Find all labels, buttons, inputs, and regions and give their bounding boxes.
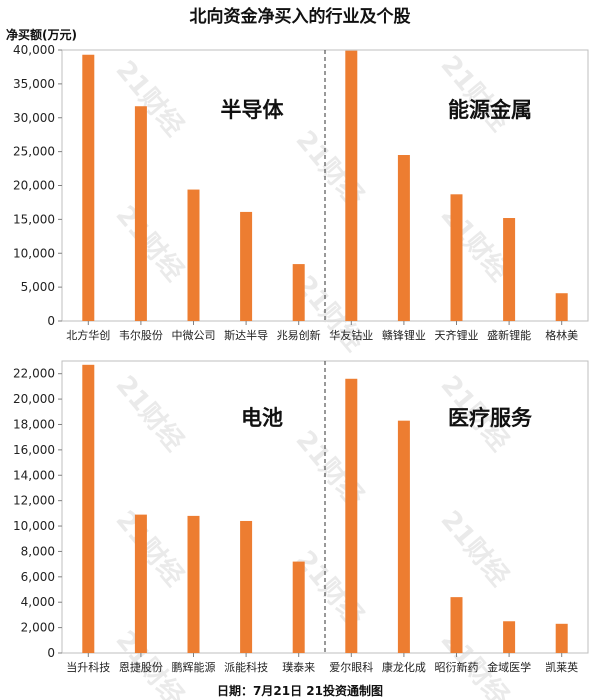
x-tick-label-1-0: 当升科技 [66, 660, 110, 674]
group-label-1-0: 电池 [241, 406, 283, 430]
watermark-0-1: 21财经 [290, 125, 370, 212]
watermark-1-0: 21财经 [110, 370, 190, 457]
y-tick-label-1-0: 0 [47, 646, 55, 660]
x-tick-label-1-2: 鹏辉能源 [172, 660, 216, 674]
bar-1-7 [450, 597, 463, 653]
bar-0-3 [240, 211, 253, 321]
bar-0-5 [345, 50, 358, 322]
y-tick-label-1-3: 6,000 [21, 570, 55, 584]
bar-0-6 [397, 155, 410, 321]
bar-1-2 [187, 515, 200, 653]
bar-0-2 [187, 189, 200, 321]
y-tick-label-0-4: 20,000 [13, 179, 55, 193]
bar-0-8 [503, 218, 516, 321]
y-tick-label-1-1: 2,000 [21, 621, 55, 635]
x-tick-label-0-7: 天齐锂业 [435, 328, 479, 342]
x-tick-label-1-4: 璞泰来 [282, 660, 315, 674]
watermark-1-1: 21财经 [290, 425, 370, 512]
x-tick-label-0-9: 格林美 [545, 328, 578, 342]
bar-1-3 [240, 520, 253, 653]
watermark-0-3: 21财经 [110, 200, 190, 287]
bar-1-5 [345, 378, 358, 653]
y-tick-label-1-5: 10,000 [13, 519, 55, 533]
bar-0-0 [82, 54, 95, 322]
watermark-0-0: 21财经 [110, 55, 190, 142]
bar-1-4 [292, 561, 305, 653]
y-tick-label-0-3: 15,000 [13, 212, 55, 226]
x-tick-label-1-7: 昭衍新药 [435, 660, 479, 674]
x-tick-label-0-0: 北方华创 [66, 328, 110, 342]
x-tick-label-1-6: 康龙化成 [382, 660, 426, 674]
y-tick-label-1-11: 22,000 [13, 367, 55, 381]
group-label-1-1: 医疗服务 [448, 406, 533, 430]
y-tick-label-1-7: 14,000 [13, 468, 55, 482]
y-tick-label-0-5: 25,000 [13, 145, 55, 159]
group-label-0-0: 半导体 [221, 98, 285, 122]
chart-footer: 日期：7月21日 21投资通制图 [217, 684, 383, 698]
bar-0-4 [292, 264, 305, 321]
chart-title: 北向资金净买入的行业及个股 [189, 7, 411, 27]
watermark-0-2: 21财经 [435, 50, 515, 137]
y-tick-label-1-8: 16,000 [13, 443, 55, 457]
x-tick-label-0-2: 中微公司 [172, 328, 216, 342]
x-tick-label-0-1: 韦尔股份 [119, 329, 163, 342]
y-tick-label-0-6: 30,000 [13, 111, 55, 125]
x-tick-label-0-8: 盛新锂能 [487, 328, 531, 342]
bar-0-7 [450, 194, 463, 321]
x-tick-label-1-5: 爱尔眼科 [329, 660, 373, 674]
watermark-1-3: 21财经 [110, 505, 190, 592]
y-tick-label-0-0: 0 [47, 314, 55, 328]
x-tick-label-1-9: 凯莱英 [545, 660, 578, 674]
y-tick-label-0-2: 10,000 [13, 246, 55, 260]
x-tick-label-0-3: 斯达半导 [224, 328, 268, 342]
y-tick-label-0-1: 5,000 [21, 280, 55, 294]
y-tick-label-0-8: 40,000 [13, 43, 55, 57]
bar-1-1 [134, 514, 147, 653]
x-tick-label-0-6: 赣锋锂业 [382, 328, 426, 342]
bar-0-1 [134, 106, 147, 321]
watermark-1-5: 21财经 [435, 505, 515, 592]
x-tick-label-0-4: 兆易创新 [277, 328, 321, 342]
x-tick-label-0-5: 华友钴业 [329, 328, 373, 342]
y-tick-label-0-7: 35,000 [13, 77, 55, 91]
group-label-0-1: 能源金属 [448, 98, 532, 122]
x-tick-label-1-8: 金域医学 [487, 660, 531, 674]
bar-1-9 [555, 623, 568, 653]
y-tick-label-1-2: 4,000 [21, 595, 55, 609]
y-axis-unit-label: 净买额(万元) [6, 28, 77, 42]
watermark-0-5: 21财经 [435, 200, 515, 287]
x-tick-label-1-1: 恩捷股份 [119, 660, 163, 674]
y-tick-label-1-9: 18,000 [13, 417, 55, 431]
y-tick-label-1-6: 12,000 [13, 494, 55, 508]
bar-1-6 [397, 420, 410, 653]
bar-1-8 [503, 621, 516, 653]
x-tick-label-1-3: 派能科技 [224, 660, 268, 674]
y-tick-label-1-4: 8,000 [21, 544, 55, 558]
bar-0-9 [555, 293, 568, 321]
y-tick-label-1-10: 20,000 [13, 392, 55, 406]
bar-1-0 [82, 364, 95, 653]
